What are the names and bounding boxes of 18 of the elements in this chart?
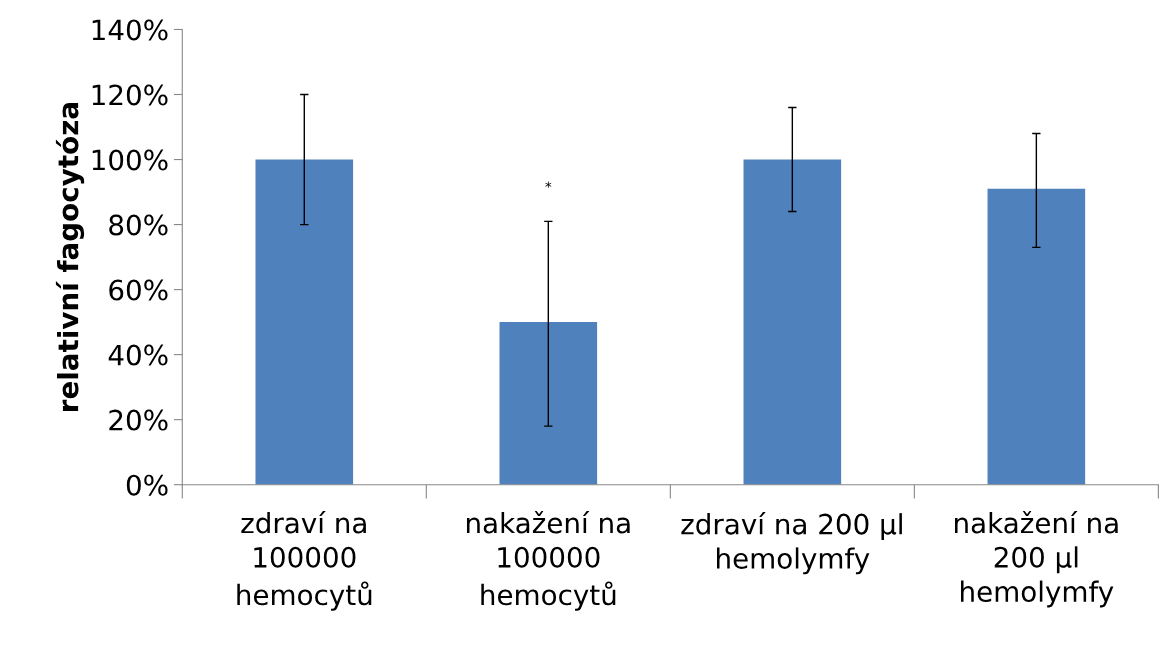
- y-tick-label: 60%: [109, 279, 168, 301]
- y-tick-label: 0%: [126, 474, 168, 496]
- x-tick-label: nakažení na 100000 hemocytů: [466, 510, 630, 611]
- bar: [499, 322, 598, 485]
- bar: [255, 159, 354, 485]
- y-tick-label: 40%: [108, 344, 168, 366]
- x-tick-label: nakažení na 200 µl hemolymfy: [955, 510, 1118, 608]
- y-tick-label: 20%: [109, 409, 168, 431]
- bar: [743, 159, 842, 485]
- y-tick-label: 80%: [109, 214, 168, 236]
- x-tick-label: zdraví na 200 µl hemolymfy: [681, 512, 902, 575]
- y-tick-label: 120%: [92, 84, 168, 106]
- y-tick-label: 140%: [92, 19, 168, 41]
- annotation: *: [545, 181, 552, 188]
- y-axis-title: relativní fagocytóza: [55, 103, 85, 411]
- bar: [987, 188, 1086, 485]
- x-tick-label: zdraví na 100000 hemocytů: [237, 510, 372, 611]
- y-tick-label: 100%: [92, 149, 168, 171]
